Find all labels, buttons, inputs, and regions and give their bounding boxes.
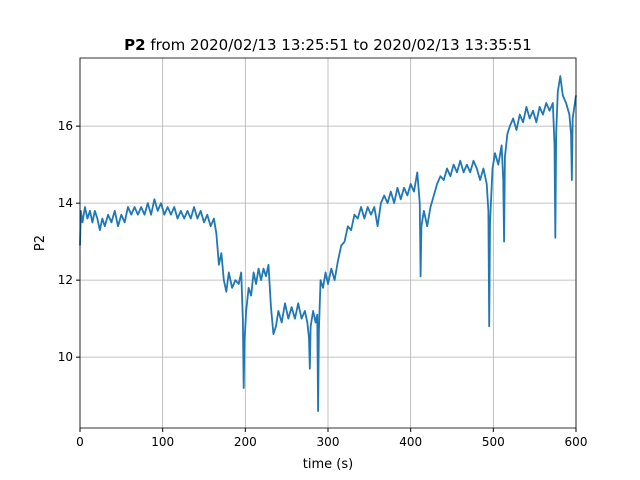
x-axis-label: time (s) xyxy=(303,457,353,472)
x-tick-label: 600 xyxy=(565,435,588,449)
line-series xyxy=(79,75,577,412)
x-tick-label: 300 xyxy=(317,435,340,449)
x-tick-label: 500 xyxy=(482,435,505,449)
title-rest: from 2020/02/13 13:25:51 to 2020/02/13 1… xyxy=(150,36,531,54)
x-tick-label: 200 xyxy=(234,435,257,449)
title-name: P2 xyxy=(124,36,145,54)
x-tick-label: 0 xyxy=(76,435,84,449)
y-tick-label: 16 xyxy=(58,119,73,133)
x-tick-label: 100 xyxy=(151,435,174,449)
y-tick-label: 14 xyxy=(58,196,73,210)
y-tick-label: 10 xyxy=(58,350,73,364)
y-axis-label: P2 xyxy=(33,235,48,251)
y-tick-label: 12 xyxy=(58,273,73,287)
x-tick-label: 400 xyxy=(399,435,422,449)
plot-frame xyxy=(79,57,577,429)
chart-title: P2 from 2020/02/13 13:25:51 to 2020/02/1… xyxy=(124,36,532,54)
